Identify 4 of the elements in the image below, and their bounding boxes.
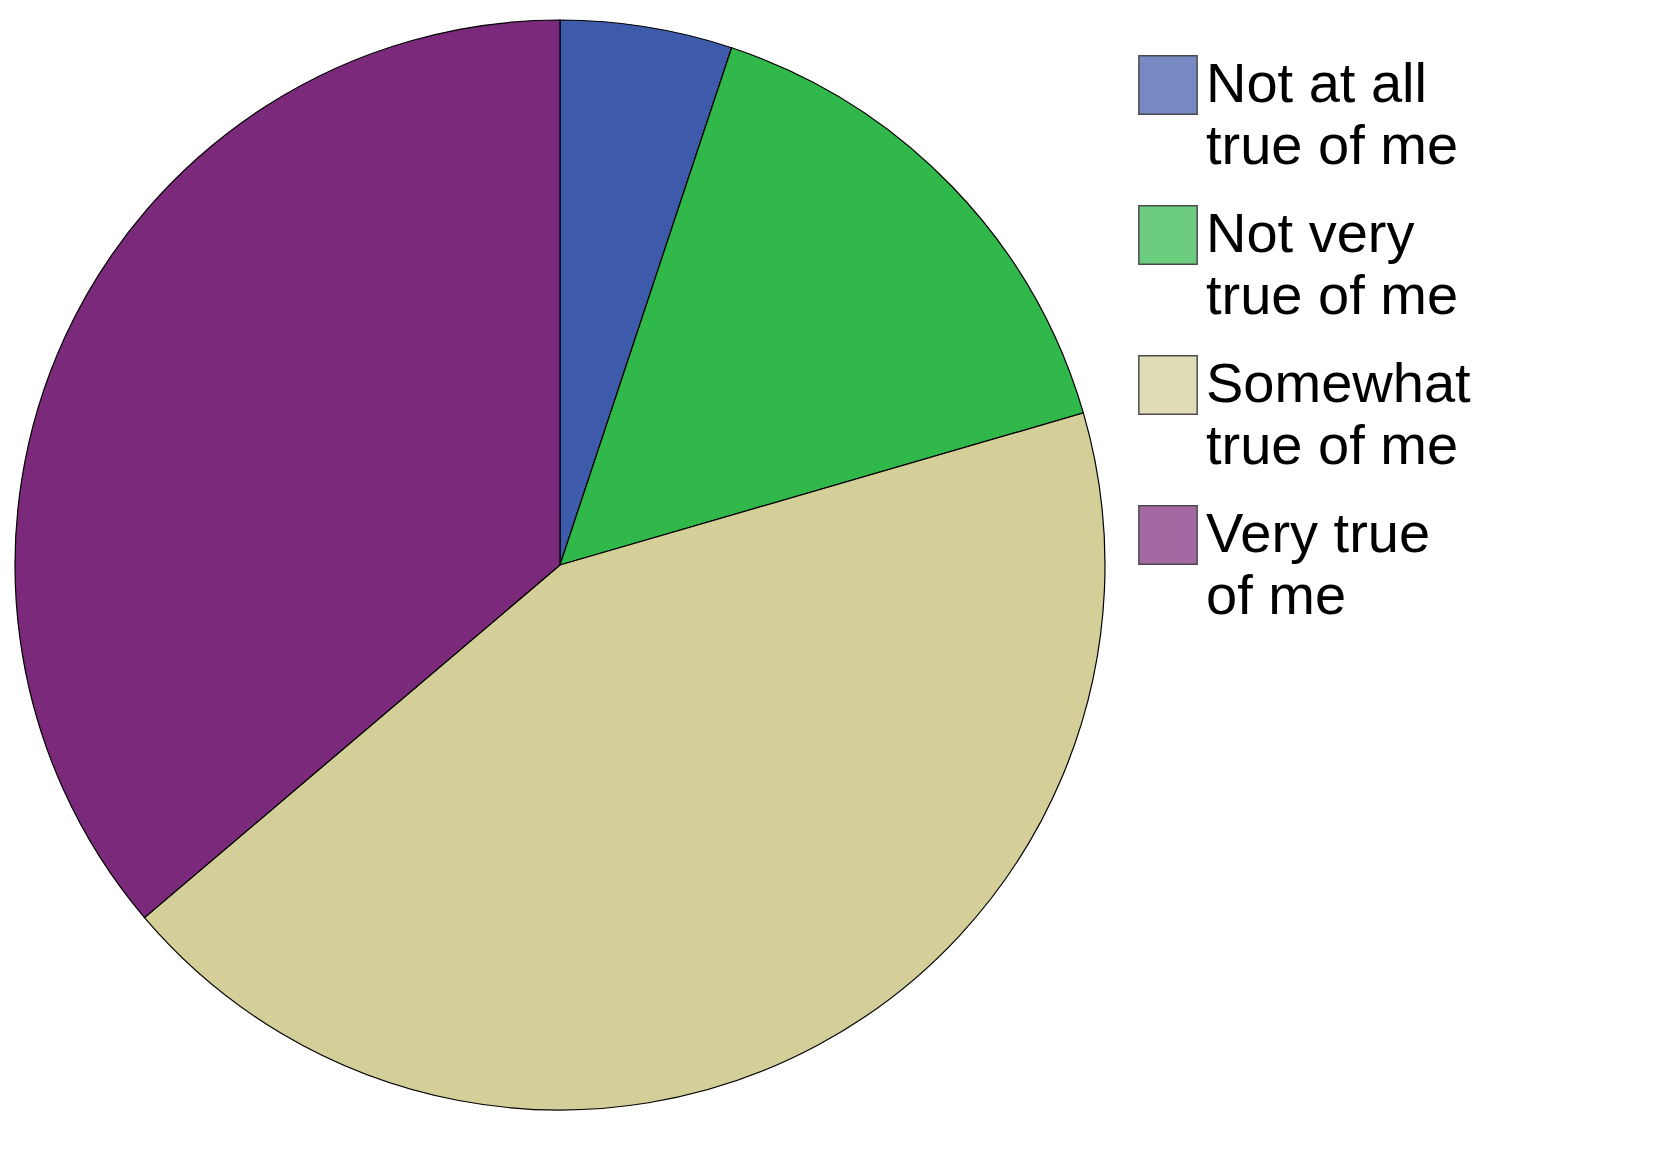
legend-label: Not at all true of me bbox=[1206, 51, 1459, 176]
legend-label: Somewhat true of me bbox=[1206, 351, 1472, 476]
legend-label: Very true of me bbox=[1206, 501, 1431, 626]
legend-label: Not very true of me bbox=[1206, 201, 1459, 326]
